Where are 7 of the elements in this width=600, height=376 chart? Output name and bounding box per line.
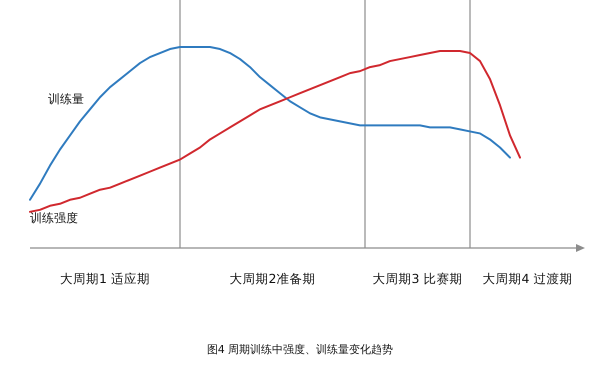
title: 图4 周期训练中强度、训练量变化趋势 bbox=[206, 343, 394, 356]
annotation: 大周期4 过渡期 bbox=[482, 271, 572, 286]
annotation: 大周期1 适应期 bbox=[60, 271, 150, 286]
series-label: 训练强度 bbox=[30, 211, 78, 225]
annotation: 大周期2准备期 bbox=[230, 271, 316, 286]
series-label: 训练量 bbox=[48, 92, 84, 106]
annotation: 大周期3 比赛期 bbox=[372, 271, 462, 286]
